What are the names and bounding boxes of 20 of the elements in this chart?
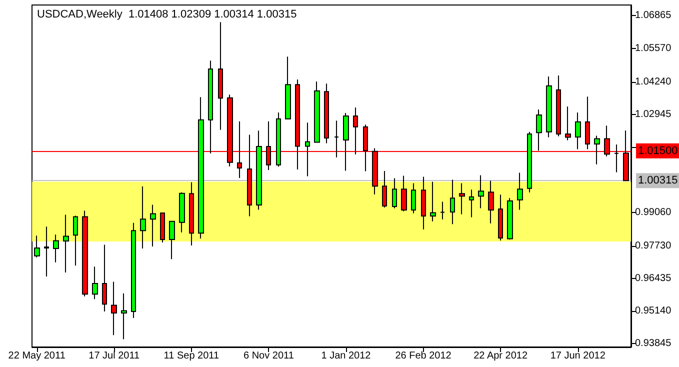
y-tick-label: 0.97730 (635, 240, 672, 252)
x-tick-label: 1 Jan 2012 (321, 350, 372, 362)
y-tick-label: 1.02945 (635, 108, 672, 120)
y-tick-label: 0.93845 (635, 338, 672, 350)
chart-title: USDCAD,Weekly 1.01408 1.02309 1.00314 1.00315 (37, 8, 297, 20)
x-tick-label: 22 Apr 2012 (474, 350, 528, 362)
y-tick-label: 1.04240 (635, 76, 672, 88)
x-tick-label: 22 May 2011 (8, 350, 66, 362)
y-tick-label: 1.05570 (635, 42, 672, 54)
ref-line-label: 1.01500 (638, 144, 678, 157)
x-tick-label: 17 Jun 2012 (550, 350, 606, 362)
x-tick-label: 17 Jul 2011 (88, 350, 140, 362)
y-tick-label: 0.95140 (635, 305, 672, 316)
y-tick-label: 0.96435 (635, 272, 672, 284)
x-tick-label: 11 Sep 2011 (164, 350, 220, 362)
ref-line-label: 1.00315 (638, 174, 678, 187)
x-tick-label: 26 Feb 2012 (395, 350, 452, 362)
x-tick-label: 6 Nov 2011 (244, 350, 294, 362)
y-tick-label: 0.99060 (635, 206, 672, 218)
y-tick-label: 1.06865 (635, 10, 672, 22)
